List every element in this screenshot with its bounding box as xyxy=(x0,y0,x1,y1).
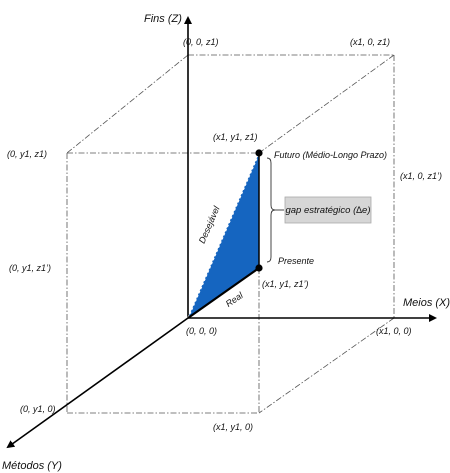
label-y1-z1p: (0, y1, z1’) xyxy=(9,263,51,273)
label-x1-0-z1p: (x1, 0, z1’) xyxy=(400,171,442,181)
label-presente: Presente xyxy=(278,256,314,266)
point-present xyxy=(255,264,263,272)
label-x1-0-z1: (x1, 0, z1) xyxy=(350,37,390,47)
gap-triangle xyxy=(188,153,259,318)
y-axis-title: Métodos (Y) xyxy=(2,460,62,472)
label-y1-z1: (0, y1, z1) xyxy=(7,149,47,159)
label-real: Real xyxy=(224,290,246,309)
label-x1-y1-z1: (x1, y1, z1) xyxy=(213,132,258,142)
axes xyxy=(6,16,437,449)
y-axis xyxy=(6,317,189,449)
z-axis-title: Fins (Z) xyxy=(144,13,182,25)
label-x1-y1-z1p: (x1, y1, z1’) xyxy=(262,279,309,289)
x-axis-title: Meios (X) xyxy=(403,297,450,309)
label-x1-y1-0: (x1, y1, 0) xyxy=(213,422,253,432)
desejavel-line xyxy=(187,152,260,319)
label-origin: (0, 0, 0) xyxy=(186,326,217,336)
real-line xyxy=(187,267,260,319)
point-future xyxy=(255,149,263,157)
label-desejavel: Desejável xyxy=(197,204,222,245)
gap-label: gap estratégico (∆e) xyxy=(285,205,370,216)
label-x1-0-0: (x1, 0, 0) xyxy=(376,326,412,336)
gap-box xyxy=(284,196,372,224)
gap-bracket xyxy=(266,157,276,263)
label-futuro: Futuro (Médio-Longo Prazo) xyxy=(274,150,387,160)
label-y1-0: (0, y1, 0) xyxy=(20,404,56,414)
label-z1: (0, 0, z1) xyxy=(183,37,219,47)
